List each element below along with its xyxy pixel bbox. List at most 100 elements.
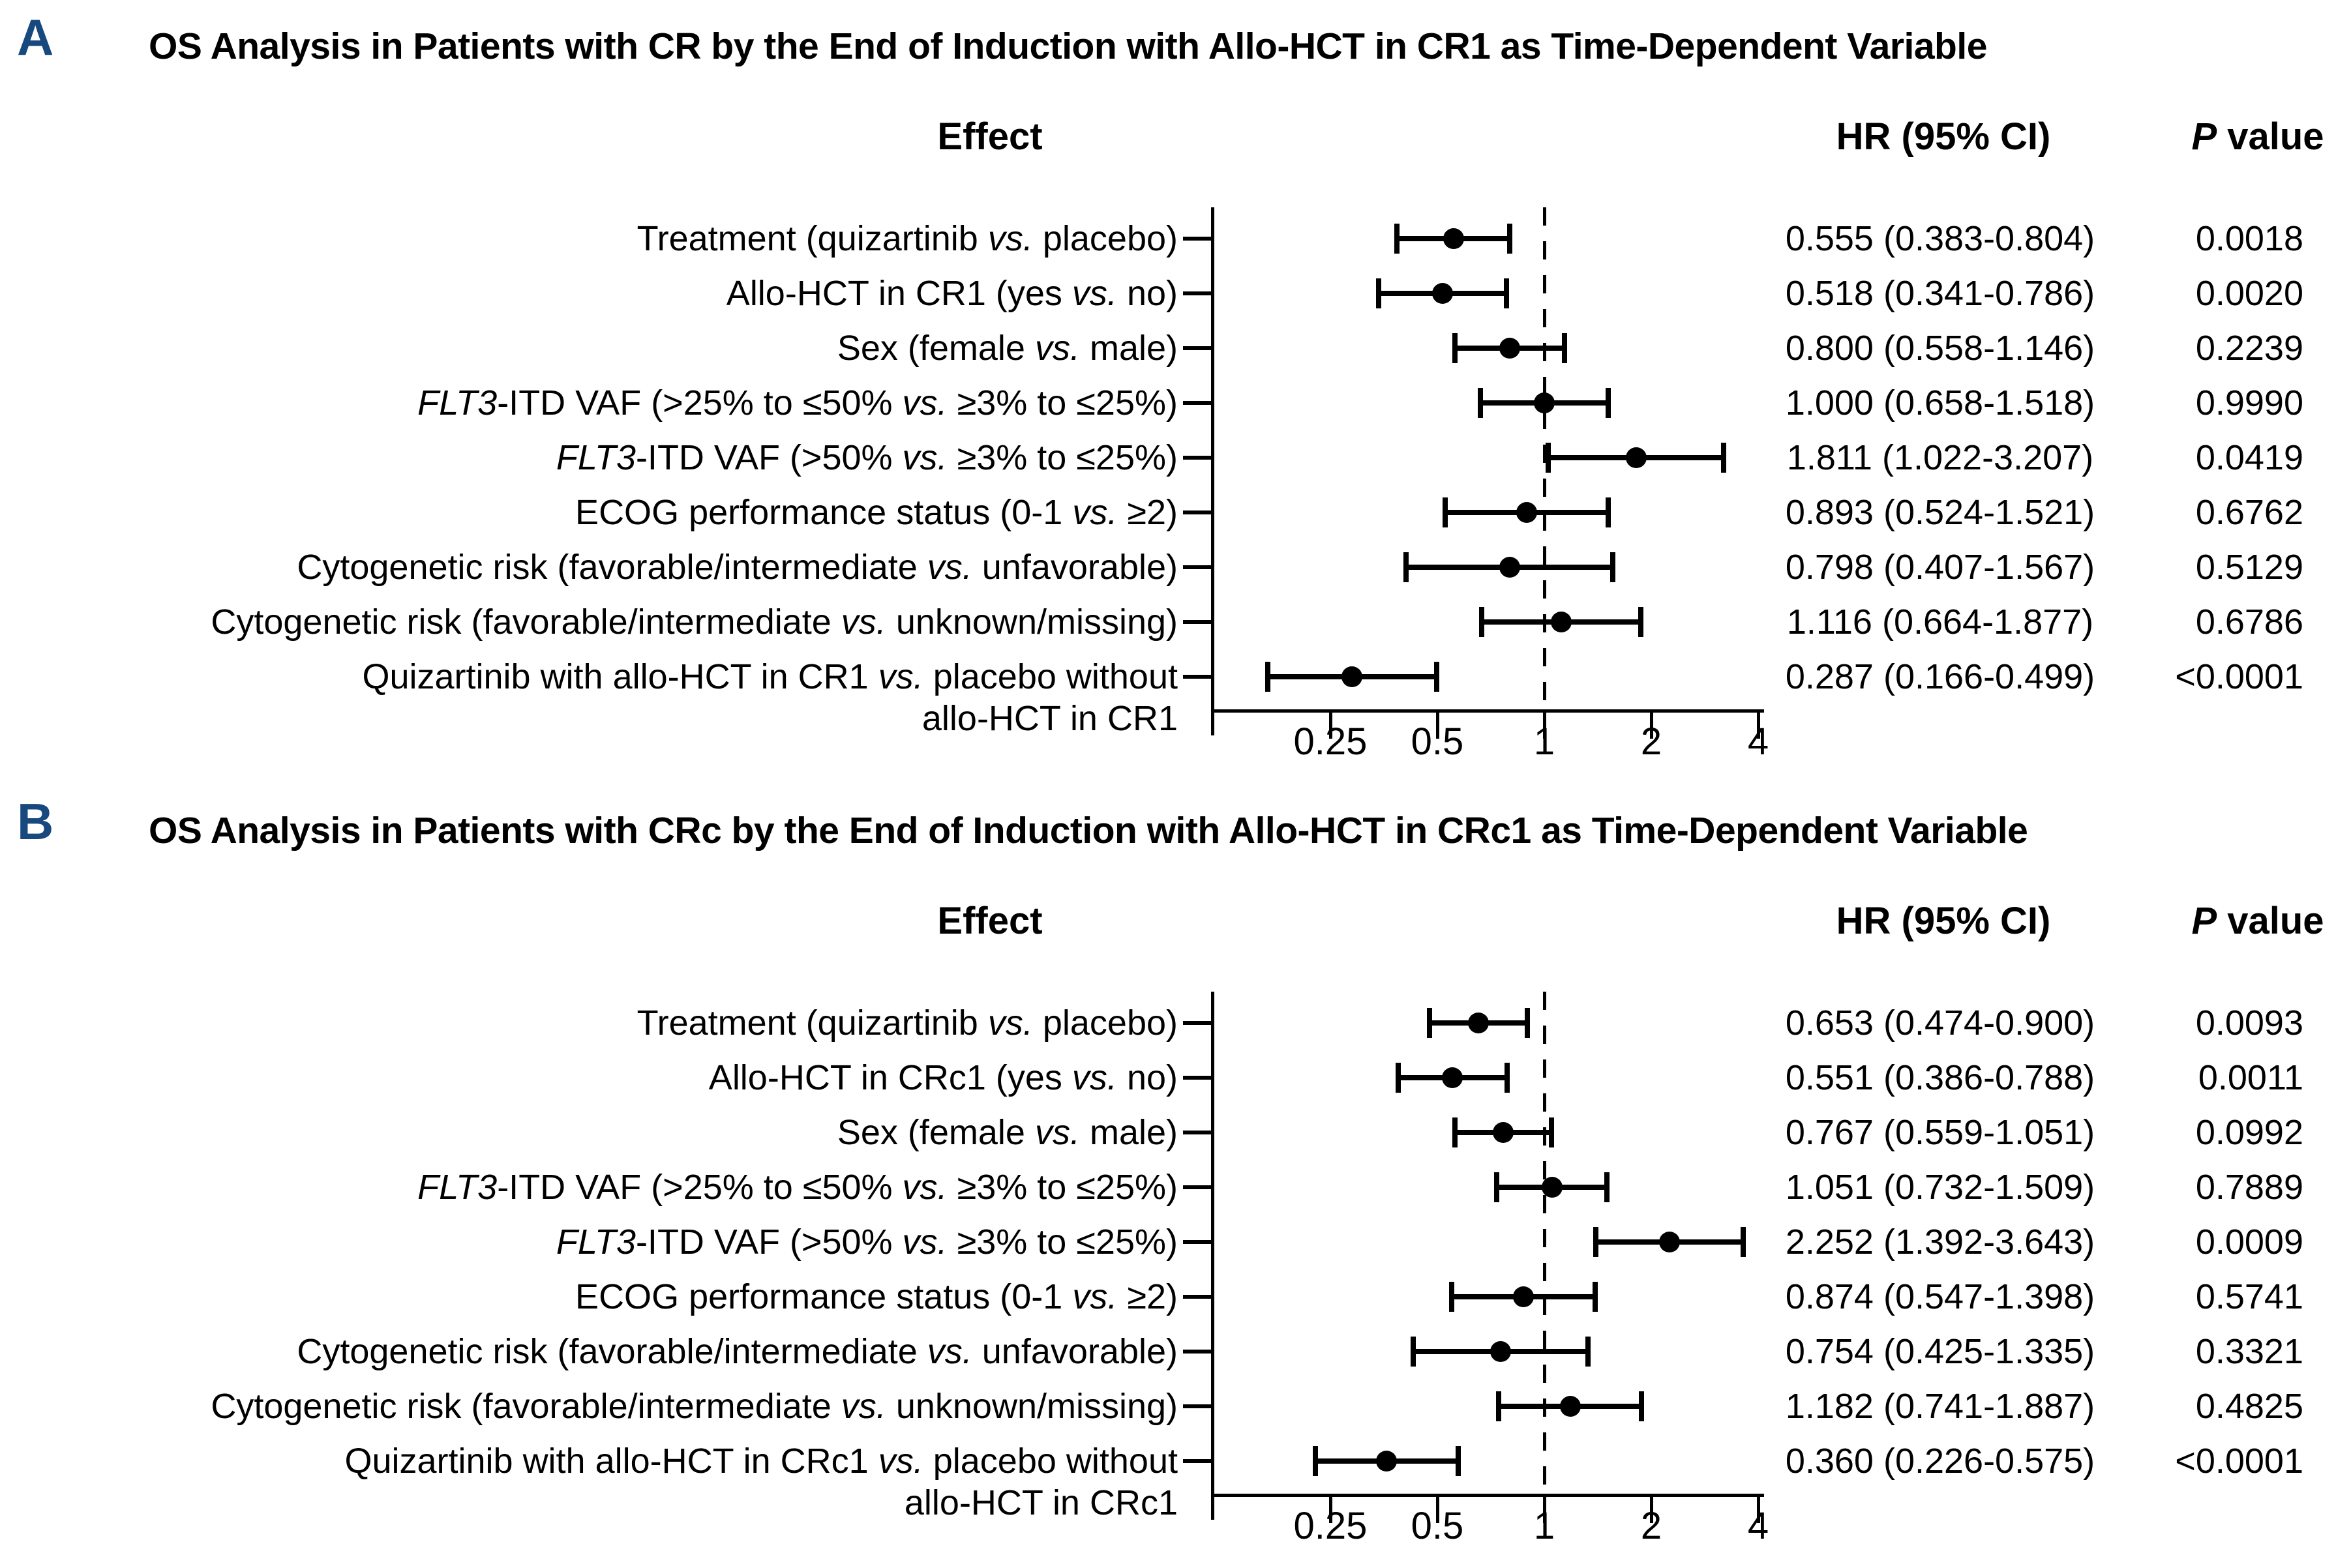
ci-cap-low: [1449, 1282, 1455, 1312]
ci-cap-high: [1504, 1063, 1510, 1093]
ci-cap-high: [1507, 224, 1513, 254]
ci-cap-low: [1394, 224, 1400, 254]
p-value: 0.5129: [2195, 548, 2303, 587]
p-value: 0.0009: [2195, 1222, 2303, 1262]
x-axis-tick: [1329, 713, 1332, 739]
x-axis-tick-label: 4: [1747, 720, 1769, 763]
ci-cap-high: [1720, 443, 1726, 473]
hr-marker: [1659, 1232, 1681, 1252]
panel-a-title: OS Analysis in Patients with CR by the E…: [149, 25, 1987, 67]
effect-label: Sex (female vs. male): [837, 1113, 1178, 1152]
x-axis-tick-label: 0.25: [1293, 720, 1368, 763]
p-value: 0.0020: [2195, 274, 2303, 313]
hr-marker: [1441, 1067, 1463, 1088]
p-value: 0.5741: [2195, 1277, 2303, 1316]
plot-left-axis: [1211, 992, 1214, 1494]
ci-cap-high: [1639, 1391, 1645, 1421]
ci-cap-high: [1638, 607, 1643, 637]
effect-label: Sex (female vs. male): [837, 329, 1178, 368]
p-value: 0.0018: [2195, 219, 2303, 258]
effect-label: FLT3-ITD VAF (>25% to ≤50% vs. ≥3% to ≤2…: [417, 383, 1178, 422]
x-axis-tick-label: 2: [1640, 1505, 1662, 1547]
panel-b-letter: B: [17, 793, 54, 850]
row-tick: [1183, 1404, 1211, 1408]
hr-ci-value: 0.555 (0.383-0.804): [1785, 219, 2095, 258]
effect-label: FLT3-ITD VAF (>50% vs. ≥3% to ≤25%): [556, 1222, 1178, 1262]
hr-marker: [1432, 283, 1454, 304]
ci-cap-low: [1546, 443, 1551, 473]
column-header-effect: Effect: [937, 900, 1043, 942]
x-axis-tick: [1650, 1497, 1653, 1523]
panel-a: A OS Analysis in Patients with CR by the…: [17, 8, 2324, 763]
hr-ci-value: 0.767 (0.559-1.051): [1785, 1113, 2095, 1152]
row-tick: [1183, 456, 1211, 460]
effect-label: Treatment (quizartinib vs. placebo): [636, 1003, 1178, 1043]
forest-plot-b: 0.25 0.5 1 2 4 Treatment (quizartinib vs. pla…: [0, 784, 2336, 1568]
hr-marker: [1625, 447, 1647, 468]
row-tick: [1183, 1350, 1211, 1354]
x-axis-tick: [1436, 1497, 1439, 1523]
ci-cap-high: [1740, 1227, 1746, 1257]
effect-label: Treatment (quizartinib vs. placebo): [636, 219, 1178, 258]
effect-label: FLT3-ITD VAF (>50% vs. ≥3% to ≤25%): [556, 438, 1178, 477]
p-value: 0.4825: [2195, 1387, 2303, 1426]
p-value: 0.0011: [2198, 1058, 2303, 1097]
x-axis-tick: [1329, 1497, 1332, 1523]
row-tick: [1183, 1240, 1211, 1244]
hr-ci-value: 1.000 (0.658-1.518): [1785, 383, 2095, 422]
x-axis-tick-label: 4: [1747, 1505, 1769, 1547]
row-tick: [1183, 620, 1211, 624]
row-tick: [1183, 1131, 1211, 1134]
reference-line-hr1: [1543, 992, 1546, 1494]
row-tick: [1183, 565, 1211, 569]
p-value: 0.2239: [2195, 329, 2303, 368]
reference-line-hr1: [1543, 207, 1546, 709]
x-axis-tick-label: 2: [1640, 720, 1662, 763]
ci-cap-low: [1494, 1172, 1500, 1202]
effect-label: Quizartinib with allo-HCT in CRc1 vs. pl…: [344, 1442, 1178, 1522]
hr-marker: [1559, 1396, 1581, 1417]
hr-marker: [1490, 1341, 1512, 1362]
ci-cap-low: [1479, 607, 1485, 637]
hr-ci-value: 0.874 (0.547-1.398): [1785, 1277, 2095, 1316]
hr-marker: [1499, 338, 1521, 359]
hr-ci-value: 1.811 (1.022-3.207): [1786, 438, 2094, 477]
x-axis-tick-label: 1: [1533, 720, 1555, 763]
row-tick: [1183, 346, 1211, 350]
hr-ci-value: 0.754 (0.425-1.335): [1785, 1332, 2095, 1371]
column-header-pvalue: P value: [2191, 900, 2324, 942]
hr-marker: [1468, 1013, 1490, 1033]
ci-cap-high: [1525, 1008, 1531, 1038]
hr-marker: [1534, 392, 1555, 413]
ci-cap-low: [1376, 278, 1382, 308]
hr-marker: [1541, 1177, 1563, 1198]
effect-label: Cytogenetic risk (favorable/intermediate…: [211, 602, 1178, 642]
ci-cap-high: [1548, 1117, 1554, 1147]
hr-ci-value: 2.252 (1.392-3.643): [1785, 1222, 2095, 1262]
effect-label: Quizartinib with allo-HCT in CR1 vs. pla…: [362, 657, 1178, 738]
ci-cap-high: [1504, 278, 1510, 308]
x-axis-tick: [1436, 713, 1439, 739]
ci-cap-high: [1593, 1282, 1598, 1312]
ci-cap-low: [1313, 1446, 1319, 1476]
hr-marker: [1516, 502, 1538, 523]
p-value: 0.0419: [2195, 438, 2303, 477]
row-tick: [1183, 1021, 1211, 1025]
ci-cap-low: [1477, 388, 1483, 418]
ci-cap-high: [1585, 1337, 1591, 1367]
p-value: 0.6786: [2195, 602, 2303, 642]
p-value: <0.0001: [2175, 1442, 2303, 1481]
row-tick: [1183, 1076, 1211, 1080]
ci-cap-low: [1265, 662, 1271, 692]
ci-cap-low: [1443, 497, 1448, 527]
hr-ci-value: 1.182 (0.741-1.887): [1785, 1387, 2095, 1426]
ci-cap-high: [1604, 1172, 1610, 1202]
ci-cap-high: [1605, 388, 1611, 418]
hr-marker: [1513, 1286, 1535, 1307]
ci-cap-low: [1395, 1063, 1401, 1093]
row-tick: [1183, 1295, 1211, 1299]
p-value: 0.0093: [2195, 1003, 2303, 1043]
hr-marker: [1493, 1122, 1514, 1143]
ci-cap-high: [1606, 497, 1611, 527]
effect-label: FLT3-ITD VAF (>25% to ≤50% vs. ≥3% to ≤2…: [417, 1168, 1178, 1207]
